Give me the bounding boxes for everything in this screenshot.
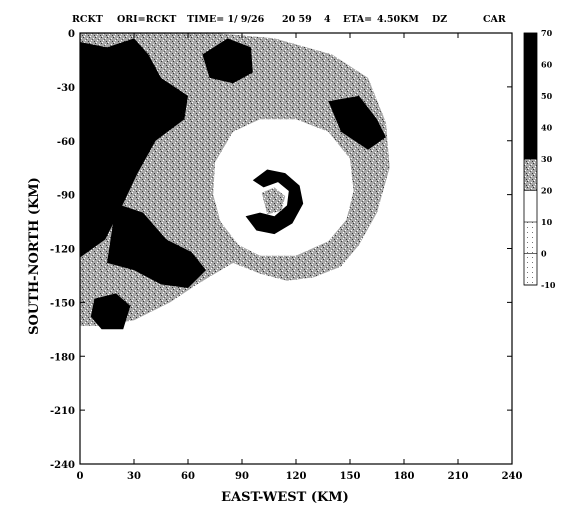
header-clock: 20 59 bbox=[282, 14, 312, 25]
y-tick-label: -240 bbox=[50, 460, 75, 471]
y-tick-label: -150 bbox=[50, 298, 75, 309]
colorbar-tick-label: -10 bbox=[541, 280, 556, 290]
y-tick-label: -60 bbox=[57, 137, 75, 148]
header-origin: ORI=RCKT bbox=[117, 14, 176, 25]
colorbar-tick-label: 0 bbox=[541, 249, 547, 259]
echo-region-eye-core bbox=[261, 187, 286, 215]
echo-region-nw-strong bbox=[80, 38, 188, 258]
y-tick-label: -180 bbox=[50, 352, 75, 363]
echo-region-east-strong bbox=[328, 95, 386, 150]
header-radar: RCKT bbox=[72, 14, 103, 25]
header-field: DZ bbox=[432, 14, 447, 25]
y-tick-label: -90 bbox=[57, 191, 75, 202]
header-height: 4.50KM bbox=[377, 14, 419, 25]
y-tick-label: -120 bbox=[50, 245, 75, 256]
y-tick-label: -210 bbox=[50, 406, 75, 417]
colorbar-segment bbox=[524, 190, 537, 222]
header-eta: ETA= bbox=[343, 14, 372, 25]
x-tick-label: 0 bbox=[77, 471, 84, 482]
colorbar-tick-label: 60 bbox=[541, 60, 553, 70]
x-tick-label: 210 bbox=[448, 471, 469, 482]
colorbar-tick-label: 50 bbox=[541, 91, 553, 101]
x-tick-label: 90 bbox=[235, 471, 249, 482]
header-project: CAR bbox=[483, 14, 506, 25]
x-tick-label: 30 bbox=[127, 471, 141, 482]
colorbar-tick-label: 20 bbox=[541, 186, 553, 196]
header-time: TIME= 1/ 9/26 bbox=[187, 14, 265, 25]
echo-region-eye-ring bbox=[245, 169, 304, 235]
echo-region-sw-strong bbox=[90, 293, 131, 330]
echo-region-mid-strong bbox=[107, 203, 206, 288]
y-axis-title: SOUTH-NORTH (KM) bbox=[27, 177, 42, 335]
echo-region-top-strong bbox=[202, 38, 253, 84]
x-tick-label: 60 bbox=[181, 471, 195, 482]
colorbar-tick-label: 30 bbox=[541, 154, 553, 164]
x-tick-label: 120 bbox=[286, 471, 307, 482]
y-tick-label: 0 bbox=[68, 29, 75, 40]
colorbar-tick-label: 70 bbox=[541, 28, 553, 38]
echo-region-clear-inner bbox=[213, 119, 354, 256]
x-tick-label: 180 bbox=[394, 471, 415, 482]
colorbar-tick-label: 40 bbox=[541, 123, 553, 133]
colorbar-segment bbox=[524, 159, 537, 191]
x-tick-label: 240 bbox=[502, 471, 523, 482]
colorbar-tick-label: 10 bbox=[541, 217, 553, 227]
x-axis-title: EAST-WEST (KM) bbox=[221, 490, 349, 505]
x-tick-label: 150 bbox=[340, 471, 361, 482]
header-level: 4 bbox=[324, 14, 331, 25]
y-tick-label: -30 bbox=[57, 83, 75, 94]
